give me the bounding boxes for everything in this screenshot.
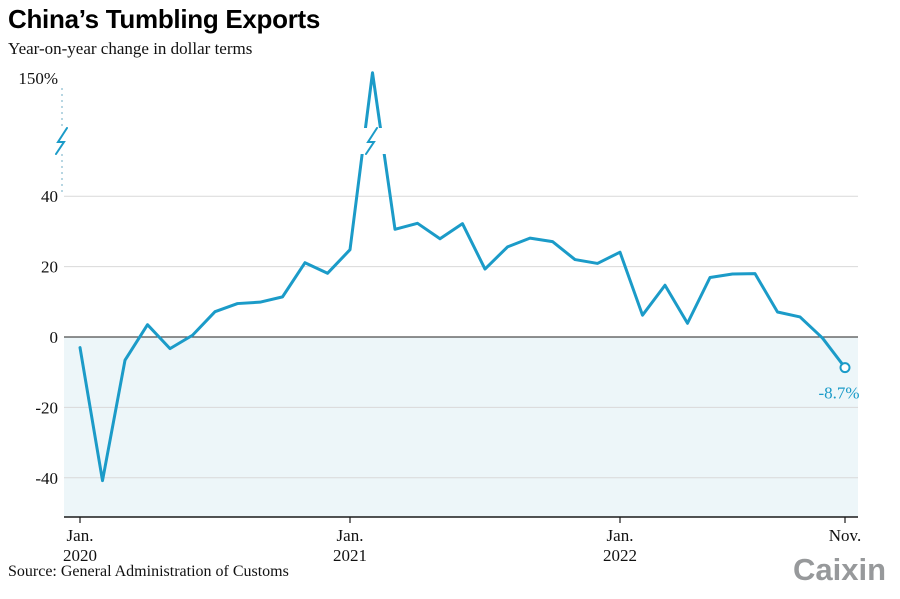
x-axis-tick-label: Jan.	[607, 526, 634, 545]
chart-subtitle: Year-on-year change in dollar terms	[8, 39, 253, 58]
annotation-label: -8.7%	[818, 384, 859, 403]
y-axis-tick-label: 40	[41, 187, 58, 206]
line-break-bolt-icon	[365, 127, 378, 155]
chart-title: China’s Tumbling Exports	[8, 4, 321, 34]
end-point-marker	[839, 362, 851, 374]
y-axis-tick-label: -40	[35, 469, 58, 488]
source-note: Source: General Administration of Custom…	[8, 563, 289, 580]
x-axis-tick-label: Nov.	[829, 526, 861, 545]
x-axis-tick-label: Jan.	[67, 526, 94, 545]
y-axis-tick-label: -20	[35, 398, 58, 417]
x-axis-tick-year-label: 2020	[63, 546, 97, 565]
x-axis-tick-year-label: 2021	[333, 546, 367, 565]
caixin-logo: Caixin	[792, 552, 886, 587]
y-axis-tick-label: 150%	[18, 69, 58, 88]
negative-area-tint	[64, 337, 858, 517]
x-axis-tick-label: Jan.	[337, 526, 364, 545]
series-line	[78, 71, 847, 483]
y-axis-tick-label: 20	[41, 258, 58, 277]
axis-break-bolt-icon	[55, 127, 68, 155]
x-axis-tick-year-label: 2022	[603, 546, 637, 565]
y-axis-tick-label: 0	[50, 328, 59, 347]
